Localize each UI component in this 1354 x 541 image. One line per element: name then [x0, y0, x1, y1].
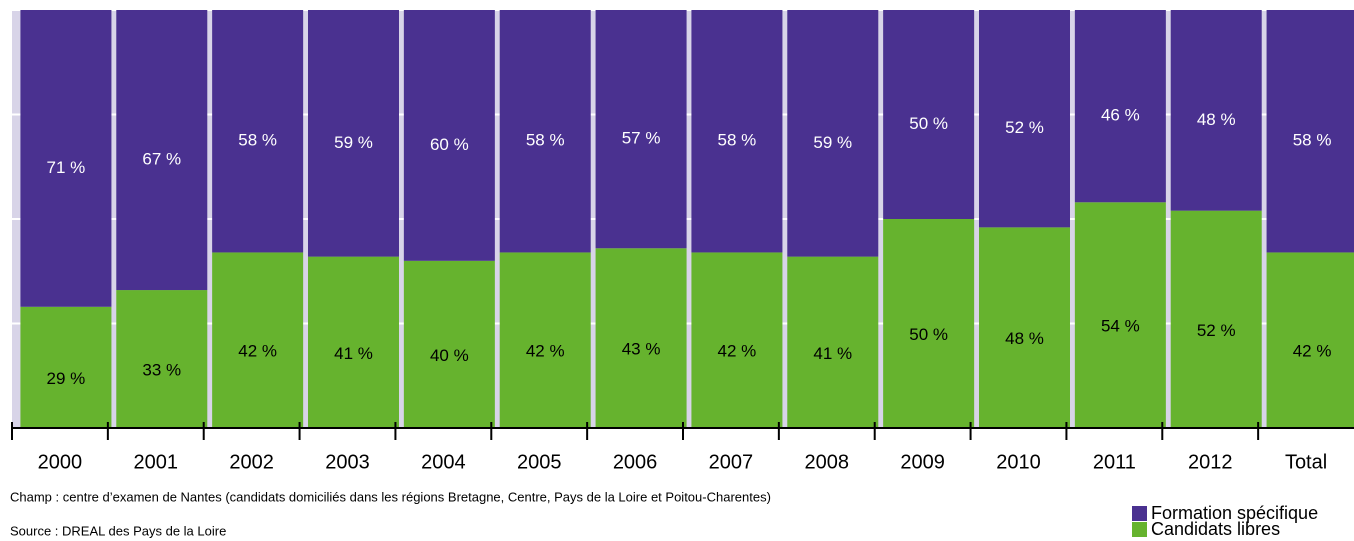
bar-segment: [691, 252, 783, 428]
value-label: 50 %: [909, 325, 948, 344]
value-label: 71 %: [47, 158, 86, 177]
x-tick-label: 2003: [325, 451, 370, 473]
legend-swatch: [1132, 506, 1147, 521]
bar-segment: [20, 306, 112, 428]
value-label: 33 %: [142, 361, 181, 380]
x-tick-label: Total: [1285, 451, 1327, 473]
bar-segment: [212, 10, 304, 253]
value-label: 42 %: [718, 342, 757, 361]
value-label: 46 %: [1101, 106, 1140, 125]
bar-segment: [1266, 252, 1354, 428]
legend-label: Candidats libres: [1151, 519, 1280, 539]
value-label: 40 %: [430, 346, 469, 365]
legend-label: Formation spécifique: [1151, 503, 1318, 523]
bar-segment: [403, 10, 495, 261]
bar-segment: [883, 219, 975, 428]
x-tick-label: 2007: [709, 451, 754, 473]
x-tick-label: 2000: [38, 451, 83, 473]
note: Champ : centre d’examen de Nantes (candi…: [10, 489, 771, 504]
value-label: 58 %: [718, 131, 757, 150]
bar-segment: [499, 10, 591, 253]
bar-segment: [595, 10, 687, 249]
bar-segment: [979, 10, 1070, 228]
bar-segment: [787, 256, 879, 428]
value-label: 59 %: [813, 133, 852, 152]
x-tick-label: 2010: [996, 451, 1041, 473]
bar-segment: [1170, 10, 1262, 211]
bar-segment: [1170, 210, 1262, 428]
bar-segment: [20, 10, 112, 307]
value-label: 54 %: [1101, 317, 1140, 336]
bar-segment: [499, 252, 591, 428]
x-tick-label: 2009: [900, 451, 945, 473]
bar-segment: [1266, 10, 1354, 253]
value-label: 60 %: [430, 135, 469, 154]
bar-segment: [787, 10, 879, 257]
value-label: 42 %: [238, 342, 277, 361]
x-tick-label: 2004: [421, 451, 466, 473]
x-tick-label: 2002: [229, 451, 274, 473]
value-label: 59 %: [334, 133, 373, 152]
x-tick-label: 2011: [1093, 451, 1136, 473]
value-label: 43 %: [622, 340, 661, 359]
bar-segment: [116, 290, 208, 428]
x-tick-label: 2001: [134, 451, 179, 473]
bar-segment: [308, 10, 399, 257]
bar-segment: [691, 10, 783, 253]
value-label: 58 %: [1293, 131, 1332, 150]
value-label: 57 %: [622, 129, 661, 148]
value-label: 29 %: [47, 369, 86, 388]
value-label: 67 %: [142, 150, 181, 169]
value-label: 48 %: [1005, 329, 1044, 348]
bar-segment: [212, 252, 304, 428]
bar-segment: [403, 260, 495, 428]
value-label: 58 %: [526, 131, 565, 150]
value-label: 42 %: [526, 342, 565, 361]
x-tick-label: 2006: [613, 451, 658, 473]
x-tick-label: 2012: [1188, 451, 1233, 473]
value-label: 41 %: [334, 344, 373, 363]
bar-segment: [979, 227, 1070, 428]
value-label: 52 %: [1005, 118, 1044, 137]
value-label: 50 %: [909, 114, 948, 133]
value-label: 58 %: [238, 131, 277, 150]
note: Source : DREAL des Pays de la Loire: [10, 523, 226, 538]
legend-swatch: [1132, 522, 1147, 537]
bar-segment: [1074, 10, 1166, 203]
x-tick-label: 2008: [805, 451, 850, 473]
bar-segment: [116, 10, 208, 291]
bar-segment: [883, 10, 975, 219]
value-label: 48 %: [1197, 110, 1236, 129]
value-label: 41 %: [813, 344, 852, 363]
value-label: 52 %: [1197, 321, 1236, 340]
bar-segment: [1074, 202, 1166, 428]
value-label: 42 %: [1293, 342, 1332, 361]
bar-segment: [308, 256, 399, 428]
x-tick-label: 2005: [517, 451, 562, 473]
bar-segment: [595, 248, 687, 428]
